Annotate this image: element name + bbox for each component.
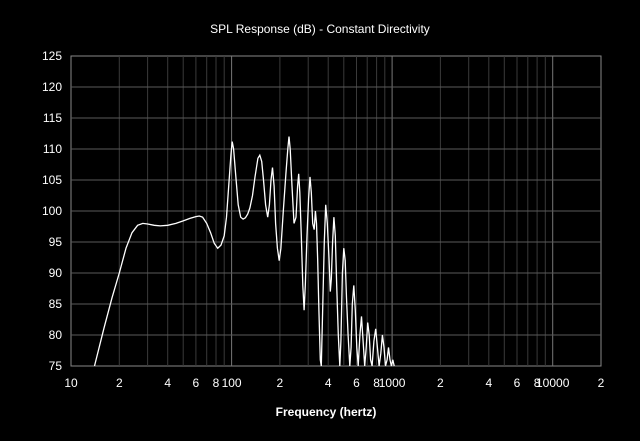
- x-tick-label: 6: [514, 376, 521, 390]
- x-tick-label: 8: [534, 376, 541, 390]
- x-tick-label: 2: [437, 376, 444, 390]
- y-tick-label: 100: [42, 204, 62, 218]
- y-tick-label: 125: [42, 49, 62, 63]
- y-tick-label: 95: [49, 235, 63, 249]
- y-tick-label: 120: [42, 80, 62, 94]
- x-tick-label: 6: [193, 376, 200, 390]
- x-axis-label: Frequency (hertz): [276, 405, 377, 419]
- x-tick-label: 2: [116, 376, 123, 390]
- chart-title: SPL Response (dB) - Constant Directivity: [210, 22, 430, 36]
- y-tick-label: 75: [49, 359, 63, 373]
- x-tick-label: 10: [64, 376, 78, 390]
- grid: [71, 56, 601, 366]
- x-tick-label: 2: [598, 376, 605, 390]
- y-tick-label: 85: [49, 297, 63, 311]
- x-tick-label: 100: [222, 376, 242, 390]
- y-axis-ticks: 75 80 85 90 95 100 105 110 115 120 125: [42, 49, 62, 373]
- x-tick-label: 4: [164, 376, 171, 390]
- x-tick-label: 8: [373, 376, 380, 390]
- y-tick-label: 110: [43, 142, 62, 156]
- series-line: [93, 136, 395, 367]
- x-tick-label: 2: [277, 376, 284, 390]
- x-tick-label: 8: [213, 376, 220, 390]
- x-tick-label: 1000: [379, 376, 406, 390]
- y-tick-label: 90: [49, 266, 63, 280]
- y-tick-label: 80: [49, 328, 63, 342]
- x-tick-label: 10000: [536, 376, 570, 390]
- x-tick-label: 6: [353, 376, 360, 390]
- y-tick-label: 115: [43, 111, 62, 125]
- y-tick-label: 105: [42, 173, 62, 187]
- x-tick-label: 4: [325, 376, 332, 390]
- x-tick-label: 4: [485, 376, 492, 390]
